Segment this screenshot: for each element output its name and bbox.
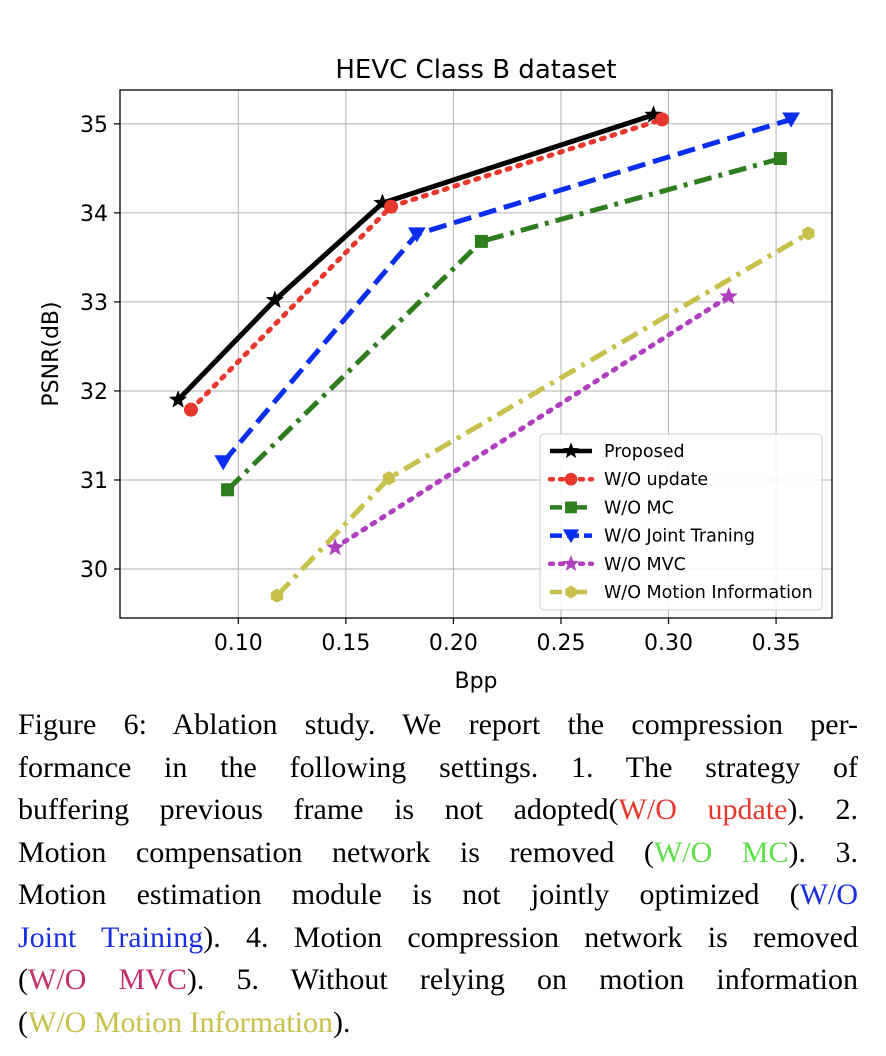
caption-line: buffering previous frame is not adopted(… (18, 789, 858, 832)
legend-label: W/O MC (604, 498, 674, 518)
caption-text: formance in the following settings. 1. T… (18, 750, 858, 784)
data-point (474, 234, 488, 248)
caption-setting-label: W/O update (618, 793, 788, 826)
x-axis-label: Bpp (454, 669, 497, 694)
chart-title: HEVC Class B dataset (335, 55, 616, 85)
data-point (384, 199, 399, 214)
caption-setting-label: W/O MC (653, 835, 789, 869)
legend-entry: W/O MVC (547, 554, 686, 575)
caption-text: Motion estimation module is not jointly … (18, 878, 800, 911)
data-point (183, 402, 198, 417)
data-point (565, 585, 577, 599)
series-line (188, 116, 665, 413)
caption-text: ). (332, 1005, 351, 1039)
caption-line: Joint Training). 4. Motion compression n… (18, 917, 858, 960)
data-point (644, 105, 663, 123)
x-tick-label: 0.35 (752, 631, 801, 656)
legend-box (539, 433, 823, 611)
legend-label: W/O Joint Traning (604, 527, 755, 547)
data-point (565, 501, 577, 514)
caption-line: Motion estimation module is not jointly … (18, 874, 858, 917)
data-point (221, 483, 235, 497)
caption-setting-label: Joint Training (18, 920, 204, 954)
series-proposed (168, 105, 663, 408)
caption-text: ( (18, 1005, 28, 1039)
ticks: 0.10 0.15 0.20 0.25 0.30 0.35 30 31 32 33 34 35 (80, 113, 801, 656)
series-line (225, 156, 782, 492)
series-w-o-mvc (325, 286, 738, 556)
legend: Proposed W/O update W/O MC W/O Joint Tranin… (539, 433, 823, 611)
x-tick-label: 0.20 (429, 631, 478, 656)
data-point (168, 390, 188, 408)
data-point (802, 226, 815, 241)
legend-label: Proposed (604, 442, 685, 462)
legend-entry: W/O MC (550, 498, 674, 518)
caption-text: buffering previous frame is not adopted( (18, 793, 619, 826)
y-axis-label: PSNR(dB) (39, 301, 64, 406)
series-w-o-motion-information (270, 226, 815, 603)
y-tick-label: 30 (80, 558, 108, 583)
data-point (265, 290, 285, 308)
x-tick-label: 0.15 (321, 631, 370, 656)
caption-text: ). 5. Without relying on motion informat… (186, 963, 858, 996)
y-tick-label: 33 (80, 291, 108, 316)
caption-line: formance in the following settings. 1. T… (18, 747, 858, 790)
data-point (382, 471, 395, 486)
caption-line: (W/O MVC). 5. Without relying on motion … (18, 959, 858, 1002)
series-line (176, 112, 655, 402)
data-point (214, 455, 233, 471)
series-group (168, 105, 815, 603)
legend-entry: W/O Motion Information (550, 583, 813, 603)
series-w-o-joint-traning (214, 112, 801, 471)
caption-line: Figure 6: Ablation study. We report the … (18, 704, 858, 747)
figure-caption: Figure 6: Ablation study. We report the … (18, 704, 858, 1044)
series-w-o-mc (221, 152, 787, 497)
caption-setting-label: W/O (799, 878, 858, 911)
series-w-o-update (183, 112, 670, 417)
legend-label: W/O update (604, 470, 708, 490)
data-point (655, 112, 670, 127)
data-point (407, 227, 426, 243)
data-point (270, 588, 284, 603)
caption-text: ). 3. (788, 835, 859, 869)
caption-line: (W/O Motion Information). (18, 1002, 858, 1045)
chart: HEVC Class B dataset 0.10 0.15 0.20 0.25 0.3… (39, 55, 833, 694)
y-tick-label: 31 (80, 469, 108, 494)
caption-setting-label: W/O MVC (28, 963, 187, 996)
caption-text: ). 2. (787, 793, 858, 826)
caption-setting-label: W/O Motion Information (28, 1005, 333, 1039)
legend-label: W/O Motion Information (604, 583, 813, 603)
plot-frame (119, 89, 833, 619)
data-point (782, 112, 801, 128)
x-tick-label: 0.25 (536, 631, 585, 656)
y-tick-label: 34 (80, 202, 108, 227)
data-point (773, 152, 787, 166)
data-point (719, 286, 738, 305)
y-tick-label: 35 (80, 113, 108, 138)
caption-text: ). 4. Motion compression network is remo… (203, 920, 858, 954)
data-point (562, 442, 580, 459)
y-tick-label: 32 (80, 380, 108, 405)
data-point (562, 554, 580, 571)
legend-entry: Proposed (550, 442, 685, 462)
data-point (564, 472, 578, 486)
caption-text: ( (18, 963, 28, 996)
caption-text: Motion compensation network is removed ( (18, 835, 654, 869)
legend-entry: W/O Joint Traning (550, 527, 755, 547)
series-line (332, 294, 732, 551)
x-tick-label: 0.30 (644, 631, 693, 656)
data-point (562, 529, 580, 544)
caption-text: Figure 6: Ablation study. We report the … (18, 708, 858, 741)
x-tick-label: 0.10 (214, 631, 263, 656)
caption-line: Motion compensation network is removed (… (18, 832, 858, 875)
legend-label: W/O MVC (604, 555, 686, 575)
legend-entry: W/O update (547, 470, 708, 490)
